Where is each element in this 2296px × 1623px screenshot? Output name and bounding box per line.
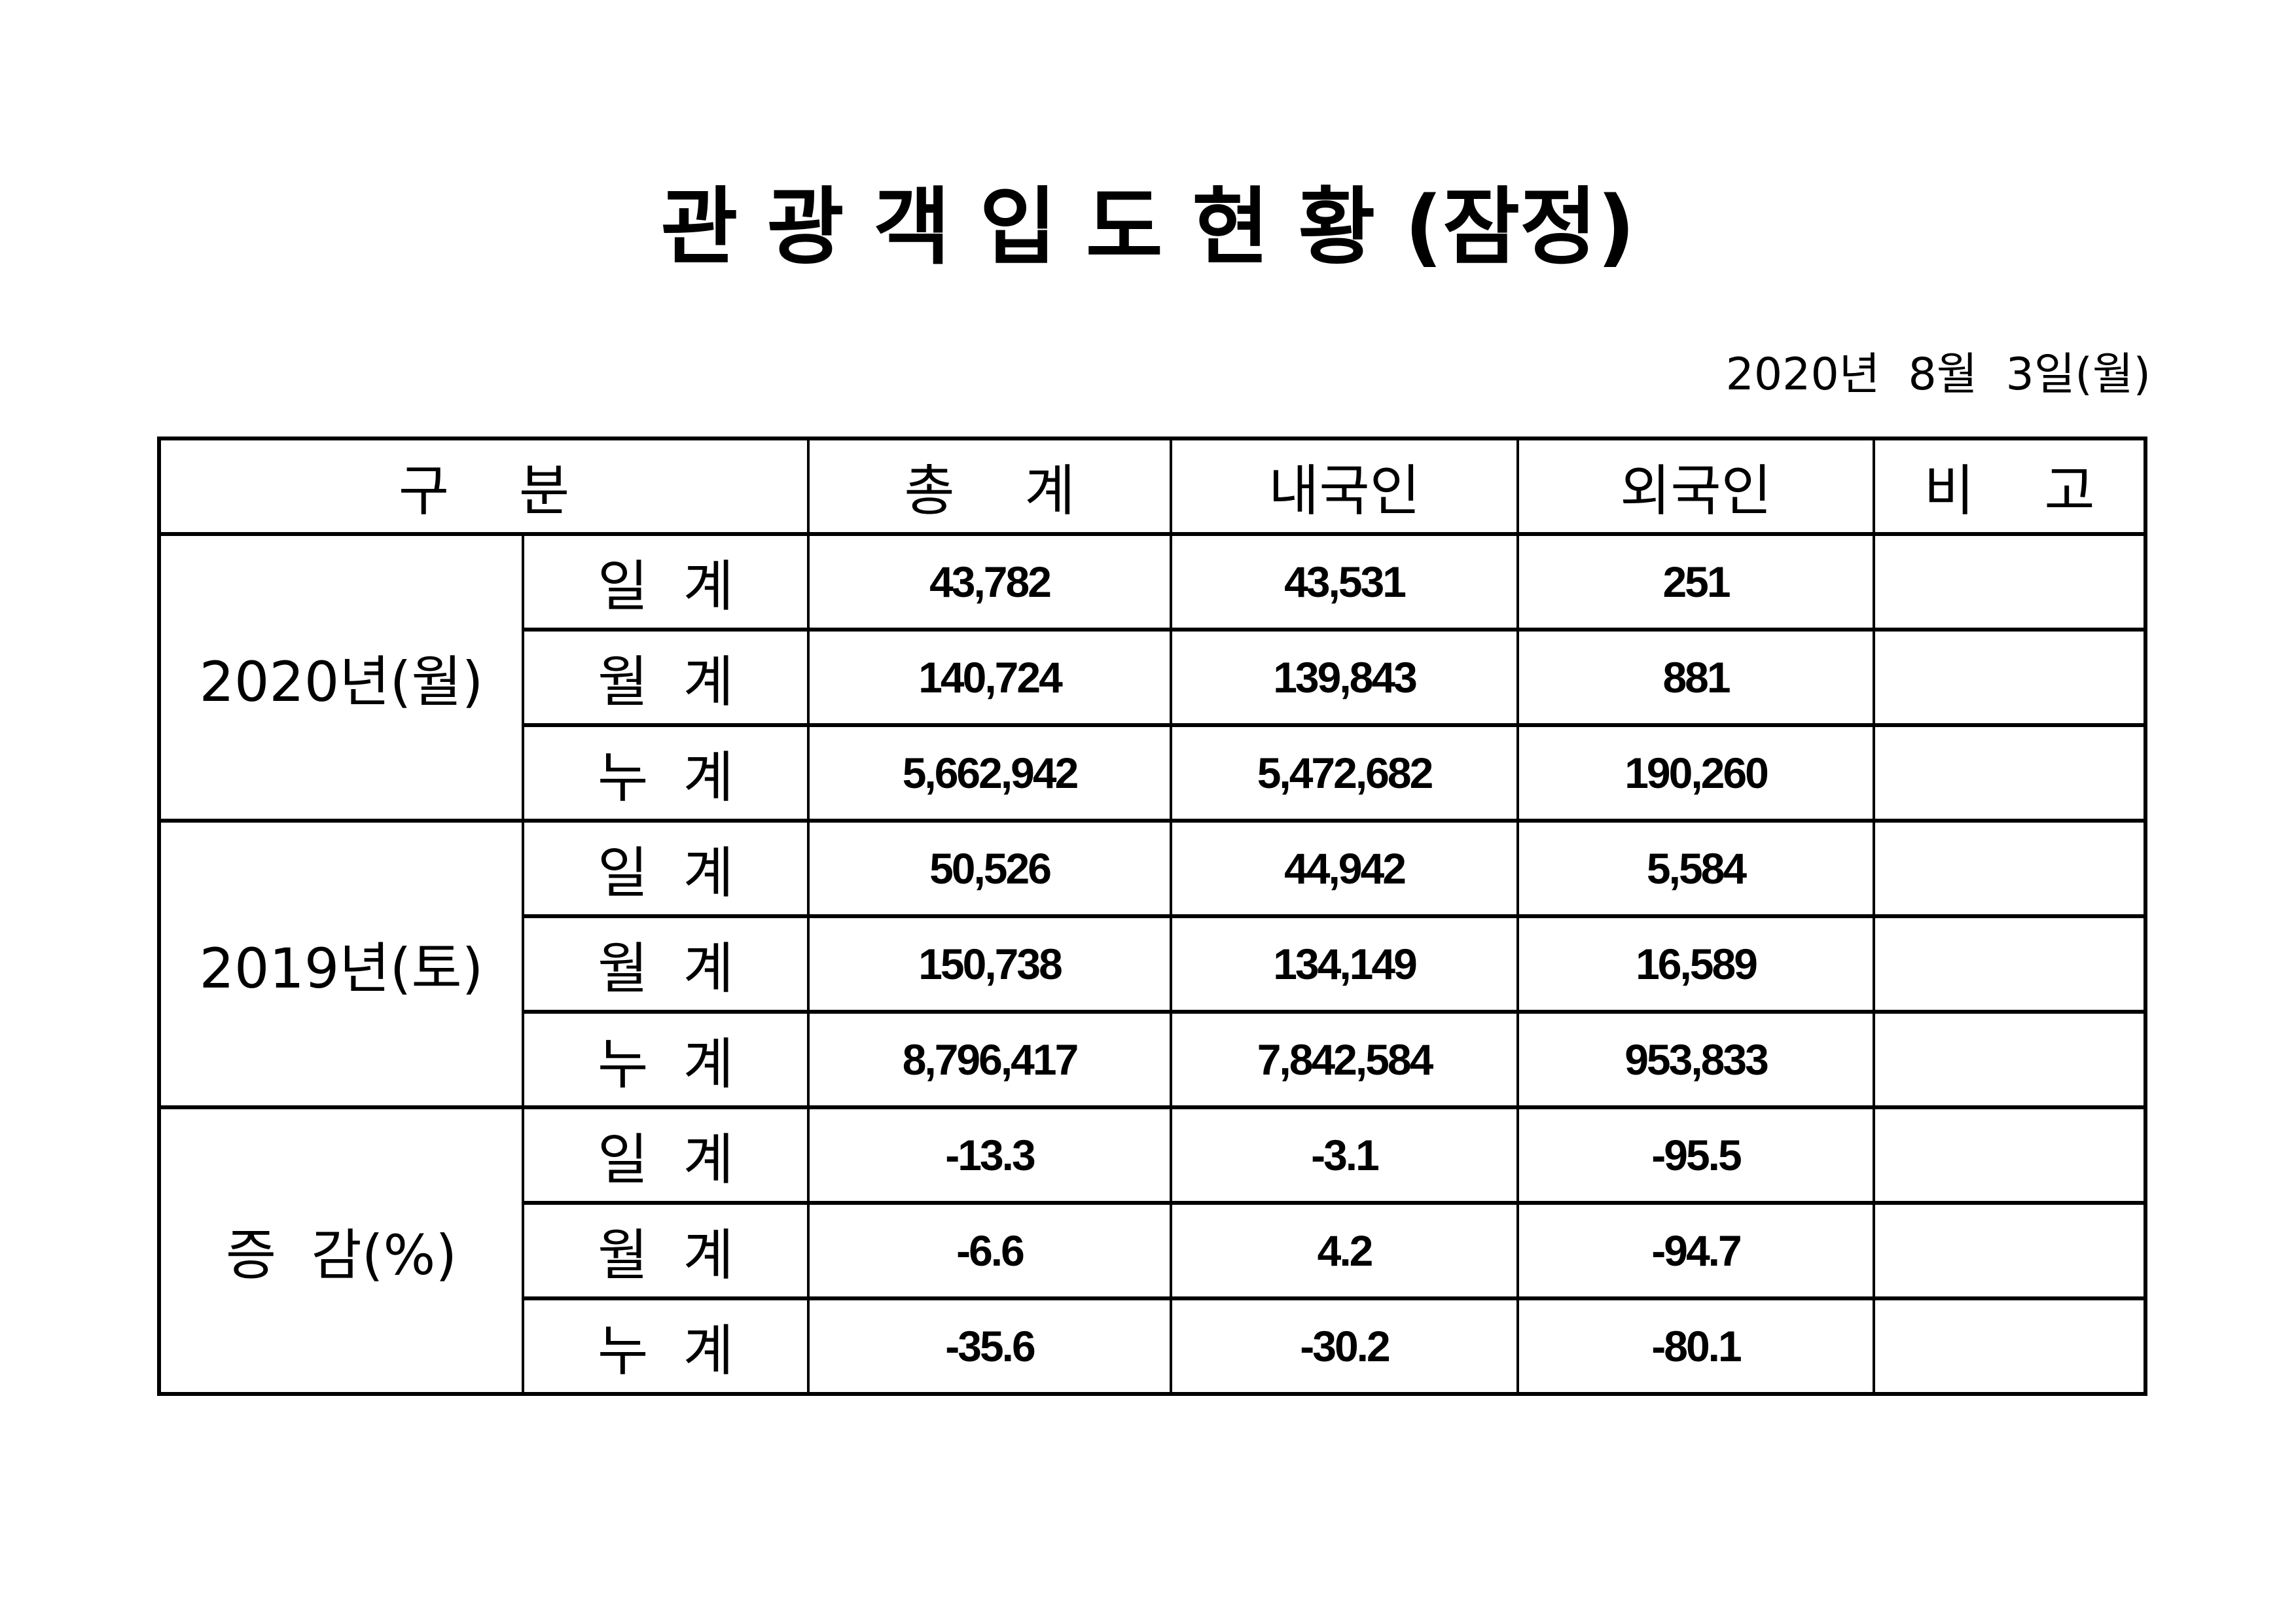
tourist-arrivals-table: 구 분 총 계 내국인 외국인 비 고 2020년(월) 일 계 43,782 …: [157, 437, 2147, 1396]
cell-total: 150,738: [807, 914, 1172, 1014]
cell-foreign: 190,260: [1516, 723, 1875, 823]
header-domestic: 내국인: [1170, 437, 1519, 536]
row-label: 월 계: [522, 628, 810, 727]
cell-note: [1873, 914, 2147, 1014]
header-note: 비 고: [1873, 437, 2147, 536]
cell-total: 5,662,942: [807, 723, 1172, 823]
row-label: 누 계: [522, 1296, 810, 1396]
cell-foreign: 881: [1516, 628, 1875, 727]
cell-foreign: -94.7: [1516, 1201, 1875, 1300]
row-label: 누 계: [522, 723, 810, 823]
row-label: 일 계: [522, 1105, 810, 1205]
header-row: 구 분 총 계 내국인 외국인 비 고: [158, 437, 2147, 536]
cell-note: [1873, 819, 2147, 918]
cell-note: [1873, 532, 2147, 632]
cell-domestic: 134,149: [1170, 914, 1519, 1014]
cell-total: 8,796,417: [807, 1010, 1172, 1109]
table-row: 증 감(%) 일 계 -13.3 -3.1 -95.5: [158, 1105, 2147, 1396]
report-date: 2020년 8월 3일(월): [1725, 349, 2151, 401]
page-title: 관 광 객 입 도 현 황 (잠정): [660, 179, 1636, 276]
group-label-change: 증 감(%): [158, 1105, 524, 1396]
group-label-2020: 2020년(월): [158, 532, 524, 823]
header-category: 구 분: [158, 437, 810, 536]
row-label: 월 계: [522, 1201, 810, 1300]
cell-foreign: 953,833: [1516, 1010, 1875, 1109]
cell-domestic: -30.2: [1170, 1296, 1519, 1396]
cell-foreign: -80.1: [1516, 1296, 1875, 1396]
cell-domestic: 7,842,584: [1170, 1010, 1519, 1109]
header-foreign: 외국인: [1516, 437, 1875, 536]
cell-note: [1873, 628, 2147, 727]
table-row: 누 계 -35.6 -30.2 -80.1: [159, 1296, 2147, 1396]
cell-note: [1873, 1296, 2147, 1396]
cell-domestic: 139,843: [1170, 628, 1519, 727]
cell-note: [1873, 723, 2147, 823]
cell-total: 50,526: [807, 819, 1172, 918]
row-label: 월 계: [522, 914, 810, 1014]
table-row: 월 계 -6.6 4.2 -94.7: [159, 1201, 2147, 1300]
cell-foreign: 5,584: [1516, 819, 1875, 918]
cell-foreign: 251: [1516, 532, 1875, 632]
cell-domestic: 4.2: [1170, 1201, 1519, 1300]
cell-domestic: 5,472,682: [1170, 723, 1519, 823]
cell-domestic: -3.1: [1170, 1105, 1519, 1205]
table-row: 2020년(월) 일 계 43,782 43,531 251: [158, 532, 2147, 823]
cell-domestic: 44,942: [1170, 819, 1519, 918]
cell-foreign: 16,589: [1516, 914, 1875, 1014]
table-row: 누 계 5,662,942 5,472,682 190,260: [159, 723, 2147, 823]
cell-note: [1873, 1105, 2147, 1205]
cell-total: 140,724: [807, 628, 1172, 727]
cell-total: 43,782: [807, 532, 1172, 632]
table-row: 월 계 150,738 134,149 16,589: [159, 914, 2147, 1014]
cell-note: [1873, 1201, 2147, 1300]
cell-total: -6.6: [807, 1201, 1172, 1300]
cell-foreign: -95.5: [1516, 1105, 1875, 1205]
cell-domestic: 43,531: [1170, 532, 1519, 632]
table-row: 월 계 140,724 139,843 881: [159, 628, 2147, 727]
row-label: 일 계: [522, 819, 810, 918]
cell-total: -35.6: [807, 1296, 1172, 1396]
cell-total: -13.3: [807, 1105, 1172, 1205]
table-row: 누 계 8,796,417 7,842,584 953,833: [159, 1010, 2147, 1109]
row-label: 일 계: [522, 532, 810, 632]
header-total: 총 계: [807, 437, 1172, 536]
cell-note: [1873, 1010, 2147, 1109]
group-label-2019: 2019년(토): [158, 819, 524, 1109]
table-row: 2019년(토) 일 계 50,526 44,942 5,584: [158, 819, 2147, 1109]
row-label: 누 계: [522, 1010, 810, 1109]
